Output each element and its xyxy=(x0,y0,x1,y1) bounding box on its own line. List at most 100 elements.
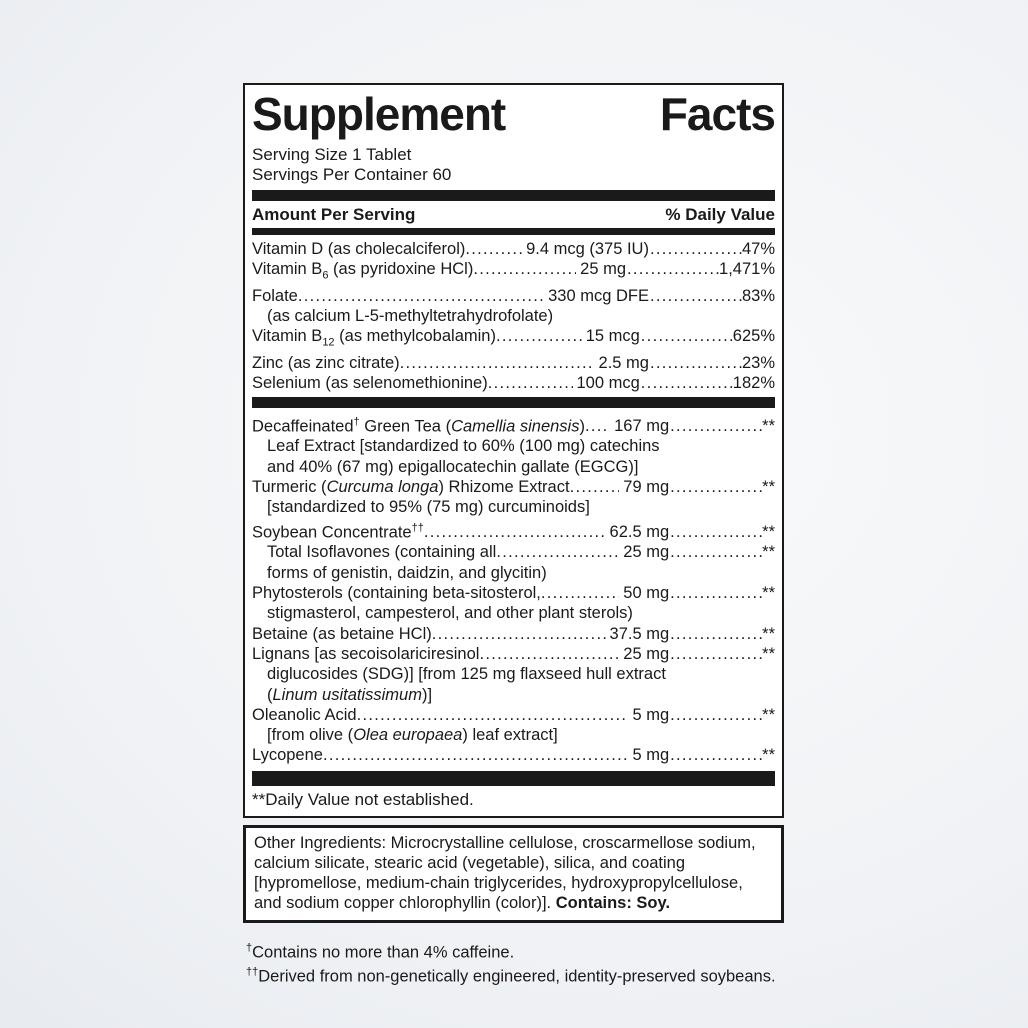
nutrient-row: Vitamin B12 (as methylcobalamin)........… xyxy=(252,326,775,353)
dot-leader: ........................................… xyxy=(465,240,523,258)
nutrient-row: Total Isoflavones (containing all.......… xyxy=(252,542,775,562)
supplement-label: Supplement Facts Serving Size 1 Tablet S… xyxy=(243,83,784,987)
footnote-line: ††Derived from non-genetically engineere… xyxy=(246,966,776,986)
ingredient-name: stigmasterol, campesterol, and other pla… xyxy=(267,604,633,623)
dot-leader: ........................................… xyxy=(569,478,620,497)
ingredient-name: Vitamin B12 (as methylcobalamin) xyxy=(252,327,496,349)
ingredient-continuation-row: [from olive (Olea europaea) leaf extract… xyxy=(252,725,775,745)
daily-value: ** xyxy=(762,523,775,542)
panel-title: Supplement Facts xyxy=(252,88,776,140)
ingredient-name: Lycopene xyxy=(252,746,323,765)
ingredient-continuation-row: diglucosides (SDG)] [from 125 mg flaxsee… xyxy=(252,664,775,684)
dot-leader: ........................................… xyxy=(649,286,742,305)
dot-leader: ........................................… xyxy=(322,746,629,765)
daily-value: 1,471% xyxy=(719,260,775,279)
daily-value: ** xyxy=(762,705,775,724)
amount-value: 50 mg xyxy=(623,584,670,603)
other-ingredients-paragraph: Other Ingredients: Microcrystalline cell… xyxy=(254,833,773,913)
amount-value: 25 mg xyxy=(623,543,670,562)
dot-leader: ........................................… xyxy=(627,260,719,279)
amount-value: 330 mcg DFE xyxy=(548,286,649,305)
daily-value: 625% xyxy=(732,327,775,346)
dagger-mark: †† xyxy=(246,966,259,979)
ingredient-continuation-row: (as calcium L-5-methyltetrahydrofolate) xyxy=(252,306,775,326)
nutrient-row: Turmeric (Curcuma longa) Rhizome Extract… xyxy=(252,477,775,497)
ingredient-name: Zinc (as zinc citrate) xyxy=(252,354,400,373)
nutrient-row: Decaffeinated† Green Tea (Camellia sinen… xyxy=(252,412,775,437)
serving-size: Serving Size 1 Tablet xyxy=(252,145,412,164)
daily-value: ** xyxy=(762,746,775,765)
ingredient-name: Decaffeinated† Green Tea (Camellia sinen… xyxy=(252,415,585,436)
amount-value: 15 mcg xyxy=(585,327,640,346)
nutrient-row: Phytosterols (containing beta-sitosterol… xyxy=(252,583,775,603)
amount-value: 167 mg xyxy=(614,417,670,436)
ingredient-name: Folate xyxy=(252,286,298,305)
divider-bar-bottom xyxy=(252,770,775,786)
dot-leader: ........................................… xyxy=(670,543,762,562)
ingredient-continuation-row: Leaf Extract [standardized to 60% (100 m… xyxy=(252,436,775,456)
panel-title-word-1: Supplement xyxy=(252,88,506,140)
daily-value: ** xyxy=(762,624,775,643)
ingredient-name: Vitamin D (as cholecalciferol) xyxy=(252,240,466,258)
ingredient-name: (Linum usitatissimum)] xyxy=(267,685,433,704)
ingredient-name: diglucosides (SDG)] [from 125 mg flaxsee… xyxy=(267,665,666,684)
ingredient-name: [standardized to 95% (75 mg) curcuminoid… xyxy=(267,498,590,517)
ingredient-continuation-row: stigmasterol, campesterol, and other pla… xyxy=(252,603,775,623)
nutrient-row: Vitamin B6 (as pyridoxine HCl)..........… xyxy=(252,259,775,286)
ingredient-continuation-row: (Linum usitatissimum)] xyxy=(252,685,775,705)
footnote-line: †Contains no more than 4% caffeine. xyxy=(246,941,515,962)
dot-leader: ........................................… xyxy=(670,417,762,436)
daily-value: ** xyxy=(762,478,775,497)
dot-leader: ........................................… xyxy=(649,354,742,373)
ingredient-continuation-row: forms of genistin, daidzin, and glycitin… xyxy=(252,563,775,583)
daily-value: 47% xyxy=(741,240,775,258)
footnotes: †Contains no more than 4% caffeine. ††Der… xyxy=(243,938,784,987)
nutrient-row: Folate..................................… xyxy=(252,286,775,306)
dot-leader: ........................................… xyxy=(297,286,545,305)
nutrient-row: Soybean Concentrate††...................… xyxy=(252,518,775,543)
dot-leader: ........................................… xyxy=(540,584,619,603)
ingredient-name: [from olive (Olea europaea) leaf extract… xyxy=(267,726,558,745)
ingredient-name: (as calcium L-5-methyltetrahydrofolate) xyxy=(267,307,554,326)
ingredient-name: Betaine (as betaine HCl) xyxy=(252,624,432,643)
nutrient-row: Lycopene................................… xyxy=(252,745,775,765)
daily-value: ** xyxy=(762,417,775,436)
ingredient-name: Turmeric (Curcuma longa) Rhizome Extract xyxy=(252,478,570,497)
dot-leader: ........................................… xyxy=(495,327,582,346)
amount-value: 2.5 mg xyxy=(598,354,649,373)
dot-leader: ........................................… xyxy=(670,584,762,603)
amount-value: 25 mg xyxy=(623,644,670,663)
dot-leader: ........................................… xyxy=(670,705,762,724)
dot-leader: ........................................… xyxy=(473,260,576,279)
amount-value: 62.5 mg xyxy=(609,523,670,542)
dot-leader: ........................................… xyxy=(423,523,606,542)
contains-statement: Contains: Soy. xyxy=(555,893,671,912)
dot-leader: ........................................… xyxy=(670,746,762,765)
divider-bar-middle xyxy=(252,396,775,408)
daily-value: ** xyxy=(762,644,775,663)
nutrient-row: Vitamin D (as cholecalciferol)..........… xyxy=(252,239,775,259)
daily-value: 23% xyxy=(741,354,775,373)
amount-value: 9.4 mcg (375 IU) xyxy=(526,240,649,258)
dot-leader: ........................................… xyxy=(496,543,619,562)
dv-footnote: **Daily Value not established. xyxy=(252,789,474,809)
dot-leader: ........................................… xyxy=(431,624,606,643)
dot-leader: ........................................… xyxy=(487,374,573,393)
amount-value: 5 mg xyxy=(632,705,670,724)
supplement-facts-panel: Supplement Facts Serving Size 1 Tablet S… xyxy=(243,83,784,818)
dagger-mark: † xyxy=(246,941,253,954)
amount-value: 100 mcg xyxy=(576,374,640,393)
dot-leader: ........................................… xyxy=(670,478,762,497)
daily-value-header: % Daily Value xyxy=(665,205,775,224)
other-ingredients-text: Other Ingredients: Microcrystalline cell… xyxy=(254,833,756,912)
amount-value: 5 mg xyxy=(632,746,670,765)
amount-per-serving-header: Amount Per Serving xyxy=(252,205,416,224)
dot-leader: ........................................… xyxy=(356,705,629,724)
ingredient-name: Vitamin B6 (as pyridoxine HCl) xyxy=(252,260,474,282)
dot-leader: ........................................… xyxy=(640,374,733,393)
nutrient-row: Zinc (as zinc citrate)..................… xyxy=(252,353,775,373)
dot-leader: ........................................… xyxy=(670,624,762,643)
nutrient-row: Lignans [as secoisolariciresinol........… xyxy=(252,644,775,664)
ingredient-continuation-row: [standardized to 95% (75 mg) curcuminoid… xyxy=(252,497,775,517)
ingredient-name: Total Isoflavones (containing all xyxy=(267,543,497,562)
